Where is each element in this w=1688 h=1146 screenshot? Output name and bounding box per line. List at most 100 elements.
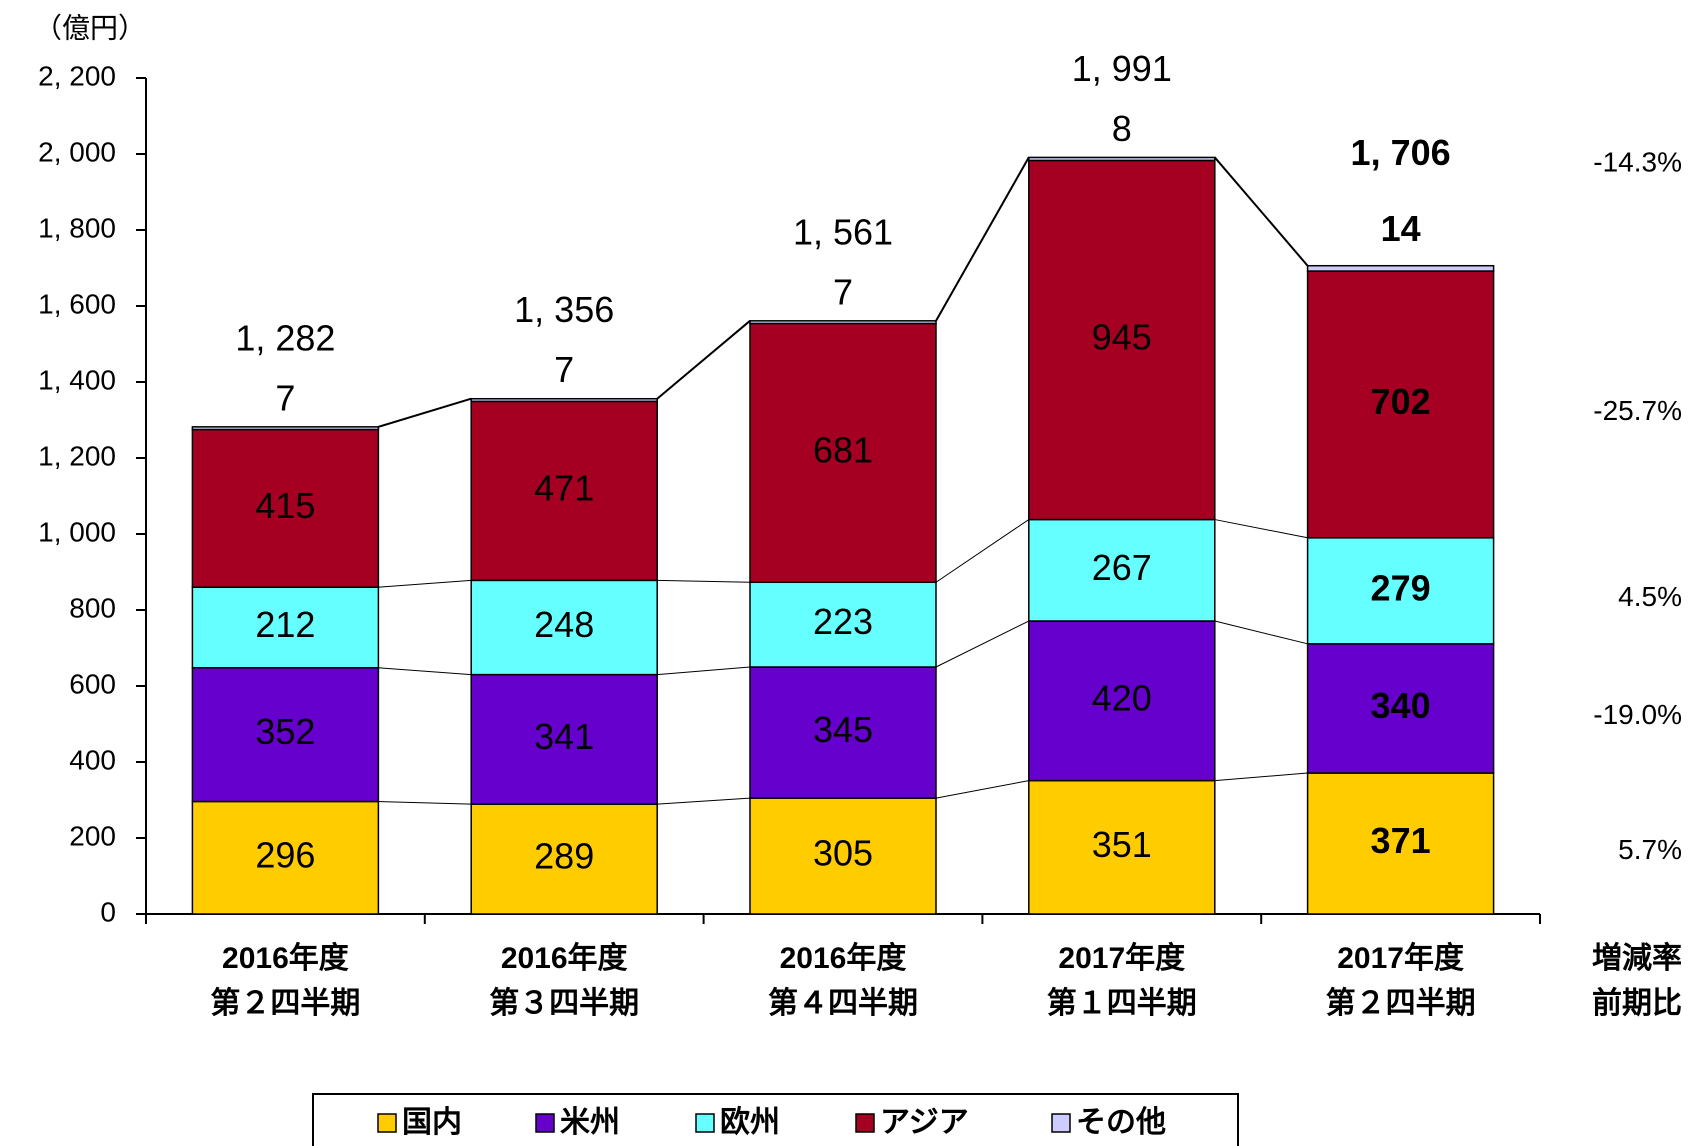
y-tick-label: 1, 600 [38, 288, 116, 319]
connector-line [1214, 620, 1308, 645]
legend-swatch [535, 1113, 555, 1133]
total-label: 1, 561 [793, 211, 893, 252]
connector-line [935, 156, 1030, 322]
legend-label: 米州 [560, 1106, 620, 1139]
x-tick-label: 2016年度 [780, 942, 907, 975]
change-label: 4.5% [1618, 581, 1682, 612]
bar-segment [470, 803, 658, 915]
y-tick-label: 1, 800 [38, 212, 116, 243]
legend-box [312, 1093, 1239, 1146]
data-label: 267 [1092, 547, 1152, 588]
data-label: 14 [1381, 208, 1421, 249]
bar-segment [470, 397, 658, 403]
data-label: 471 [534, 467, 594, 508]
data-label: 345 [813, 709, 873, 750]
bar-segment [1306, 643, 1495, 774]
bar-segment [470, 673, 658, 805]
data-label: 371 [1371, 820, 1431, 861]
y-tick-label: 1, 000 [38, 516, 116, 547]
connector-line [378, 397, 472, 428]
connector-line [378, 667, 472, 676]
legend-swatch [1051, 1113, 1071, 1133]
x-tick-label: 2016年度 [501, 942, 628, 975]
y-tick-label: 2, 000 [38, 136, 116, 167]
x-tick-label: 第２四半期 [1326, 986, 1476, 1020]
unit-label: （億円） [34, 12, 146, 43]
data-label: 420 [1092, 677, 1152, 718]
bar-segment [1028, 518, 1216, 622]
data-label: 8 [1112, 108, 1132, 149]
connector-line [656, 320, 751, 400]
connector-line [378, 579, 472, 588]
bar-segment [1028, 159, 1216, 521]
y-tick-label: 600 [69, 668, 116, 699]
bar-segment [470, 579, 658, 676]
connector-line [1214, 772, 1308, 782]
x-tick-label: 第１四半期 [1047, 986, 1197, 1020]
connector-line [378, 801, 472, 805]
bar-segment [749, 666, 937, 799]
bar-segment [1306, 772, 1495, 915]
y-tick-label: 0 [100, 896, 116, 927]
bar-segment [749, 322, 937, 584]
x-tick-label: 第２四半期 [210, 986, 360, 1020]
bar-segment [1306, 264, 1495, 272]
bar-segment [749, 797, 937, 915]
data-label: 7 [275, 377, 295, 418]
total-label: 1, 991 [1072, 48, 1172, 89]
connector-line [657, 797, 751, 805]
x-tick-label: 第３四半期 [489, 986, 639, 1020]
data-label: 248 [534, 604, 594, 645]
y-tick-label: 1, 400 [38, 364, 116, 395]
connector-line [1214, 156, 1309, 267]
data-label: 289 [534, 836, 594, 877]
bar-segment [1306, 537, 1495, 645]
total-label: 1, 706 [1351, 132, 1451, 173]
x-tick-label: 2017年度 [1058, 942, 1185, 975]
bar-segment [191, 428, 380, 588]
connector-line [657, 666, 751, 676]
connector-line [657, 579, 751, 583]
change-label: -25.7% [1593, 395, 1682, 426]
x-tick-label: 2017年度 [1337, 942, 1464, 975]
bar-segment [191, 667, 380, 803]
legend-label: その他 [1076, 1106, 1166, 1139]
data-label: 7 [833, 271, 853, 312]
change-header: 前期比 [1592, 987, 1682, 1020]
legend-label: 国内 [402, 1106, 462, 1139]
change-header: 増減率 [1592, 942, 1682, 975]
change-label: -14.3% [1593, 146, 1682, 177]
legend-label: 欧州 [720, 1106, 780, 1139]
data-label: 351 [1092, 824, 1152, 865]
data-label: 212 [255, 604, 315, 645]
data-label: 296 [255, 834, 315, 875]
data-label: 340 [1371, 685, 1431, 726]
change-label: 5.7% [1618, 834, 1682, 865]
y-tick-label: 800 [69, 592, 116, 623]
bar-segment [1028, 156, 1216, 162]
bar-segment [191, 426, 380, 431]
y-tick-label: 1, 200 [38, 440, 116, 471]
data-label: 341 [534, 716, 594, 757]
y-tick-label: 400 [69, 744, 116, 775]
legend-swatch [377, 1113, 397, 1133]
bar-segment [1028, 620, 1216, 782]
x-tick-label: 2016年度 [222, 942, 349, 975]
legend-swatch [855, 1113, 875, 1133]
connector-line [935, 620, 1030, 668]
bar-segment [470, 400, 658, 582]
total-label: 1, 282 [235, 317, 335, 358]
total-label: 1, 356 [514, 289, 614, 330]
legend-swatch [695, 1113, 715, 1133]
y-tick-label: 200 [69, 820, 116, 851]
data-label: 223 [813, 601, 873, 642]
data-label: 702 [1371, 381, 1431, 422]
data-label: 7 [554, 349, 574, 390]
data-label: 352 [255, 711, 315, 752]
bar-segment [749, 320, 937, 325]
data-label: 681 [813, 429, 873, 470]
data-label: 945 [1092, 317, 1152, 358]
connector-line [935, 780, 1029, 799]
change-label: -19.0% [1593, 699, 1682, 730]
